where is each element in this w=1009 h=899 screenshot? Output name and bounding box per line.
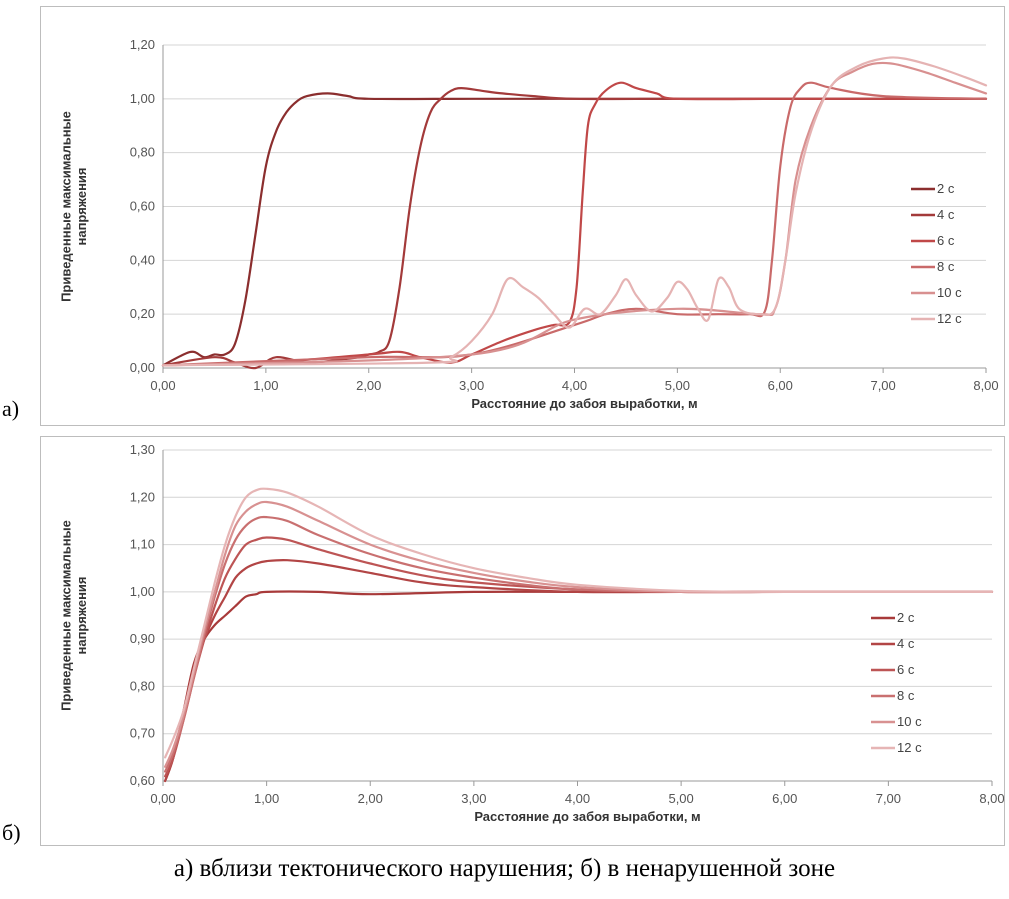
y-axis-label: Приведенные максимальныенапряжения [58, 111, 89, 302]
x-tick-label: 3,00 [461, 791, 486, 806]
legend-entry: 6 с [937, 233, 955, 248]
chart-b-svg: 0,60 0,70 0,80 0,90 1,00 1,10 1,20 1,30 0,00 1,00… [58, 442, 1004, 824]
x-tick-label: 1,00 [254, 791, 279, 806]
y-tick-label: 1,20 [130, 37, 155, 52]
panel-letter-b: б) [2, 820, 21, 845]
chart-panel-a: 0,00 0,20 0,40 0,60 0,80 1,00 1,20 0,00 1,00 2,00… [40, 6, 1005, 426]
legend-entry: 4 с [937, 207, 955, 222]
y-tick-label: 0,90 [130, 631, 155, 646]
grid [163, 449, 992, 782]
y-axis-label: Приведенные максимальныенапряжения [58, 520, 89, 711]
series-line [164, 500, 994, 768]
x-tick-label: 7,00 [870, 378, 895, 393]
y-tick-label: 1,30 [130, 442, 155, 457]
x-axis-label: Расстояние до забоя выработки, м [474, 809, 700, 824]
panel-letter-a: а) [2, 396, 20, 421]
y-axis-label-line2: напряжения [74, 168, 89, 246]
legend-entry: 8 с [897, 688, 915, 703]
x-tick-label: 0,00 [150, 378, 175, 393]
legend-entry: 10 с [897, 714, 922, 729]
series-line [164, 536, 994, 778]
series-line [161, 56, 988, 367]
series-line [164, 487, 994, 759]
y-axis-label-line1: Приведенные максимальные [58, 111, 73, 302]
x-tick-label: 4,00 [562, 378, 587, 393]
y-tick-label: 0,20 [130, 306, 155, 321]
legend-entry: 10 с [937, 285, 962, 300]
series-line [161, 87, 988, 370]
y-tick-label: 0,70 [130, 726, 155, 741]
series-line [161, 81, 988, 367]
x-tick-label: 8,00 [973, 378, 998, 393]
y-tick-label: 0,80 [130, 145, 155, 160]
x-axis-label: Расстояние до забоя выработки, м [471, 396, 697, 411]
legend-entry: 4 с [897, 636, 915, 651]
legend-entry: 2 с [937, 181, 955, 196]
y-tick-label: 1,20 [130, 489, 155, 504]
y-tick-label: 0,60 [130, 199, 155, 214]
chart-panel-b: 0,60 0,70 0,80 0,90 1,00 1,10 1,20 1,30 0,00 1,00… [40, 436, 1005, 846]
y-tick-label: 0,60 [130, 773, 155, 788]
y-tick-label: 0,40 [130, 252, 155, 267]
x-tick-label: 2,00 [358, 791, 383, 806]
y-axis-label-line2: напряжения [74, 577, 89, 655]
figure-caption: а) вблизи тектонического нарушения; б) в… [173, 855, 836, 882]
x-tick-label: 5,00 [668, 791, 693, 806]
x-tick-label: 4,00 [565, 791, 590, 806]
x-tick-label: 6,00 [772, 791, 797, 806]
legend-entry: 6 с [897, 662, 915, 677]
y-tick-label: 1,00 [130, 91, 155, 106]
y-tick-label: 1,10 [130, 537, 155, 552]
x-tick-label: 6,00 [768, 378, 793, 393]
chart-a-svg: 0,00 0,20 0,40 0,60 0,80 1,00 1,20 0,00 1,00 2,00… [58, 37, 998, 411]
x-tick-label: 1,00 [253, 378, 278, 393]
legend-entry: 12 с [937, 311, 962, 326]
legend-entry: 8 с [937, 259, 955, 274]
y-tick-label: 0,80 [130, 678, 155, 693]
y-tick-label: 1,00 [130, 584, 155, 599]
legend-entry: 2 с [897, 610, 915, 625]
x-tick-label: 2,00 [356, 378, 381, 393]
series-line [164, 559, 994, 783]
legend-entry: 12 с [897, 740, 922, 755]
x-tick-label: 7,00 [876, 791, 901, 806]
series-group [161, 56, 988, 370]
x-tick-label: 3,00 [459, 378, 484, 393]
y-tick-label: 0,00 [130, 360, 155, 375]
x-tick-label: 8,00 [979, 791, 1004, 806]
y-axis-label-line1: Приведенные максимальные [58, 520, 73, 711]
series-group [164, 487, 994, 783]
x-tick-label: 0,00 [150, 791, 175, 806]
series-line [161, 61, 988, 367]
x-tick-label: 5,00 [665, 378, 690, 393]
